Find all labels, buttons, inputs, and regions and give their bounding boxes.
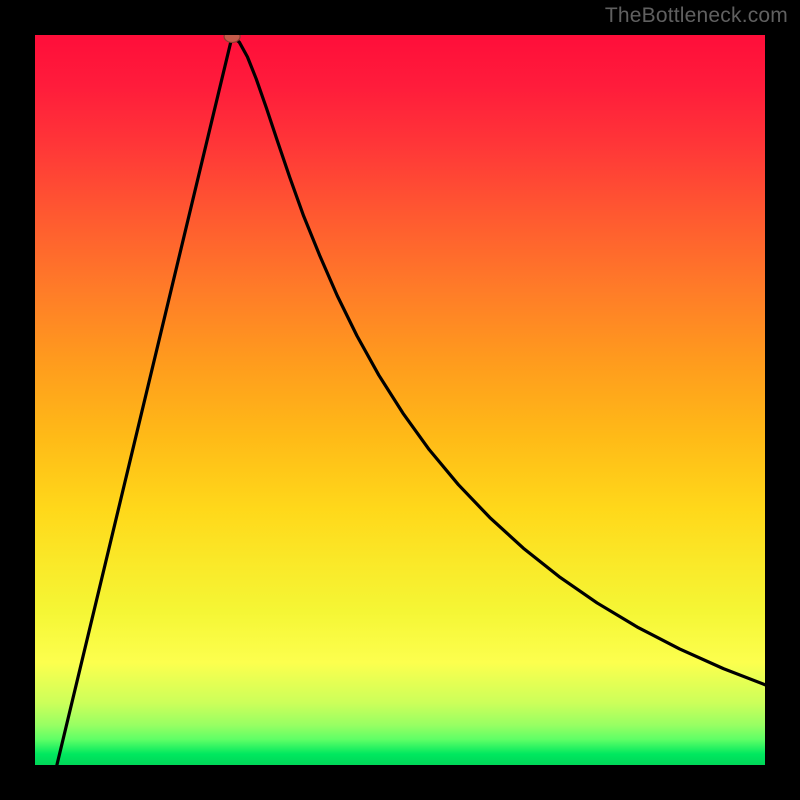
plot-area: [35, 35, 765, 765]
attribution-text: TheBottleneck.com: [605, 4, 788, 28]
plot-svg: [35, 35, 765, 765]
minimum-marker: [224, 35, 240, 42]
chart-frame: TheBottleneck.com: [0, 0, 800, 800]
